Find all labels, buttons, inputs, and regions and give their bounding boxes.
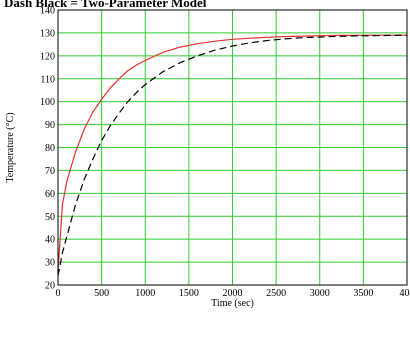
x-tick-label: 0 bbox=[56, 288, 61, 299]
y-axis-label: Temperature (°C) bbox=[5, 112, 16, 182]
y-tick-label: 120 bbox=[40, 51, 55, 62]
x-tick-label: 2000 bbox=[223, 288, 243, 299]
y-tick-label: 20 bbox=[45, 281, 55, 292]
y-tick-label: 80 bbox=[45, 143, 55, 154]
y-tick-label: 40 bbox=[45, 235, 55, 246]
y-tick-label: 110 bbox=[40, 74, 55, 85]
x-tick-label: 1500 bbox=[179, 288, 199, 299]
y-tick-label: 70 bbox=[45, 166, 55, 177]
x-tick-label: 400 bbox=[400, 288, 410, 299]
grid-lines bbox=[58, 10, 407, 285]
x-tick-label: 3500 bbox=[353, 288, 373, 299]
series-line-solid-red bbox=[57, 34, 407, 272]
y-tick-label: 30 bbox=[45, 258, 55, 269]
x-tick-label: 1000 bbox=[135, 288, 155, 299]
x-tick-label: 2500 bbox=[266, 288, 286, 299]
series-line-dashed-black bbox=[57, 34, 408, 276]
x-tick-label: 3000 bbox=[310, 288, 330, 299]
y-tick-label: 90 bbox=[45, 120, 55, 131]
chart-title: Dash Black = Two-Parameter Model bbox=[4, 0, 207, 10]
y-tick-label: 50 bbox=[45, 212, 55, 223]
x-axis-label: Time (sec) bbox=[211, 298, 254, 309]
y-tick-label: 60 bbox=[45, 189, 55, 200]
data-series bbox=[57, 34, 408, 276]
tick-labels: 0 500 1000 1500 2000 2500 3000 3500 400 20 30 40 50 6… bbox=[40, 6, 410, 300]
plot-frame bbox=[57, 9, 408, 286]
y-tick-label: 140 bbox=[40, 6, 55, 17]
x-tick-label: 500 bbox=[94, 288, 109, 299]
y-tick-label: 100 bbox=[40, 97, 55, 108]
y-tick-label: 130 bbox=[40, 28, 55, 39]
